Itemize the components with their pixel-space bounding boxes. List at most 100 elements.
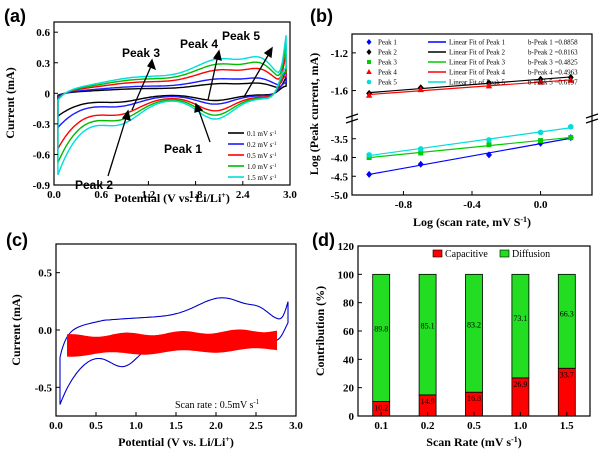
axis-break-right-2	[585, 118, 599, 124]
b-legend-marker	[366, 69, 372, 74]
b-legend-marker	[366, 39, 372, 45]
b-legend-bvalue: b-Peak 4 =0.4963	[528, 69, 578, 77]
b-point	[366, 170, 373, 178]
a-xtick-label: 1.2	[142, 189, 156, 201]
b-legend-name: Peak 4	[378, 69, 397, 77]
b-legend-name: Peak 2	[378, 49, 397, 57]
peak-1-arrow	[197, 107, 211, 143]
b-point	[486, 137, 492, 143]
panel-c-ylabel: Current (mA)	[9, 294, 23, 365]
b-legend-fit: Linear Fit of Peak 3	[449, 59, 505, 67]
b-point	[418, 150, 424, 156]
b-xtick-label: -0.4	[463, 199, 481, 211]
b-fit-line	[369, 79, 571, 96]
b-legend-bvalue: b-Peak 3 =0.4825	[528, 59, 578, 67]
b-fit-line	[369, 76, 571, 94]
b-ytick-label: -4.0	[331, 153, 349, 165]
panel-d-legend: Capacitive Diffusion	[432, 249, 550, 260]
a-xtick-label: 0.0	[47, 189, 61, 201]
peak-3-label: Peak 3	[122, 46, 160, 60]
panel-d: (d) 0 20 40 60 80 100 120 10.2 89.8 0.1 14.9 85.1 0.…	[312, 230, 591, 449]
peak-4-label: Peak 4	[180, 37, 218, 51]
b-legend-bvalue: b-Peak 2 =0.8163	[528, 49, 578, 57]
d-ytick-label: 0	[349, 411, 355, 423]
b-point	[417, 86, 424, 93]
a-ytick-label: 0.6	[36, 27, 50, 39]
b-legend-bvalue: b-Peak 1 =0.8858	[528, 39, 578, 47]
peak-arrows	[107, 46, 273, 177]
d-legend-swatch-diffusion	[499, 249, 510, 258]
b-legend-fit: Linear Fit of Peak 2	[449, 49, 505, 57]
peak-1-arrowhead	[194, 102, 204, 113]
d-diffusion-value: 89.8	[374, 325, 388, 334]
axis-break	[345, 113, 599, 124]
panel-c: (c) 0.0 0.5 1.0 1.5 2.0 2.5 3.0 -0.5 0.0 0.5 Scan…	[6, 230, 303, 449]
b-ytick-label: -1.6	[331, 86, 349, 98]
d-xtick-label: 0.5	[467, 420, 481, 432]
panel-a-frame	[53, 21, 291, 186]
peak-5-arrowhead	[263, 46, 273, 59]
d-diffusion-value: 85.1	[421, 322, 435, 331]
b-point	[538, 138, 544, 144]
b-legend-name: Peak 1	[378, 39, 397, 47]
d-ytick-label: 20	[343, 383, 355, 395]
b-point	[568, 135, 574, 141]
peak-5-label: Peak 5	[222, 29, 260, 43]
c-xtick-label: 2.5	[249, 420, 263, 432]
panel-b-ylabel: Log (Peak current, mA)	[307, 53, 321, 175]
d-legend-capacitive: Capacitive	[445, 249, 488, 260]
b-point	[567, 123, 574, 130]
b-legend-marker	[366, 49, 372, 55]
peak-4-arrowhead	[212, 49, 222, 61]
c-xtick-label: 0.0	[49, 420, 63, 432]
panel-d-label: (d)	[312, 230, 335, 250]
b-ytick-label: -3.5	[331, 134, 349, 146]
peak-2-label: Peak 2	[75, 178, 113, 192]
c-ytick-label: 0.5	[38, 268, 52, 280]
peak-4-arrow	[207, 54, 219, 101]
b-fit-line	[369, 127, 571, 157]
panel-a-legend: 0.1 mV s-1 0.2 mV s-1 0.5 mV s-1 1.0 mV s-1…	[228, 130, 277, 182]
axis-break-right-1	[585, 113, 599, 119]
peak-1-label: Peak 1	[164, 142, 202, 156]
a-ytick-label: -0.3	[33, 119, 51, 131]
cv-curve-1-5-mV-s-1	[57, 35, 287, 176]
b-point	[366, 152, 372, 158]
panel-d-ylabel: Contribution (%)	[313, 286, 327, 376]
a-xtick-label: 0.6	[94, 189, 108, 201]
panel-c-scan-rate-note: Scan rate : 0.5mV s-1	[175, 398, 260, 411]
panel-c-plot: 0.0 0.5 1.0 1.5 2.0 2.5 3.0 -0.5 0.0 0.5	[35, 268, 304, 432]
a-legend-text: 0.2 mV s-1	[247, 141, 277, 149]
d-ytick-label: 40	[343, 354, 355, 366]
panel-b-xlabel: Log (scan rate, mV S-1)	[413, 215, 531, 230]
c-xtick-label: 1.5	[169, 420, 183, 432]
d-capacitive-value: 16.8	[467, 394, 481, 403]
a-ytick-label: 0.3	[36, 58, 50, 70]
b-point	[365, 91, 373, 98]
a-legend-text: 0.5 mV s-1	[247, 152, 277, 160]
b-ytick-label: -1.2	[331, 48, 349, 60]
d-xtick-label: 0.2	[421, 420, 435, 432]
b-legend-fit: Linear Fit of Peak 5	[449, 79, 505, 87]
c-ytick-label: 0.0	[38, 325, 52, 337]
a-legend-text: 1.5 mV s-1	[247, 174, 277, 182]
b-ytick-label: -4.5	[331, 171, 349, 183]
peak-2-arrow	[107, 114, 128, 177]
peak-3-arrowhead	[147, 58, 157, 71]
c-xtick-label: 1.0	[129, 420, 143, 432]
d-xtick-label: 1.0	[514, 420, 528, 432]
panel-a-xlabel: Potential (V vs. Li/Li+)	[114, 191, 230, 206]
a-xtick-label: 2.4	[236, 189, 250, 201]
panel-c-frame	[55, 243, 297, 417]
b-fit-line	[369, 136, 571, 159]
panel-d-plot: 0 20 40 60 80 100 120 10.2 89.8 0.1 14.9 85.1 0.2 16.…	[338, 241, 576, 432]
c-ytick-label: -0.5	[35, 382, 53, 394]
panel-b-label: (b)	[310, 6, 333, 26]
b-legend-name: Peak 5	[378, 79, 397, 87]
d-bar-diffusion	[557, 273, 576, 369]
c-capacitive-band	[67, 329, 277, 357]
b-ytick-label: -5.0	[331, 190, 349, 202]
panel-b-legend: Peak 1 Linear Fit of Peak 1 b-Peak 1 =0.88…	[366, 39, 578, 87]
b-legend-name: Peak 3	[378, 59, 397, 67]
